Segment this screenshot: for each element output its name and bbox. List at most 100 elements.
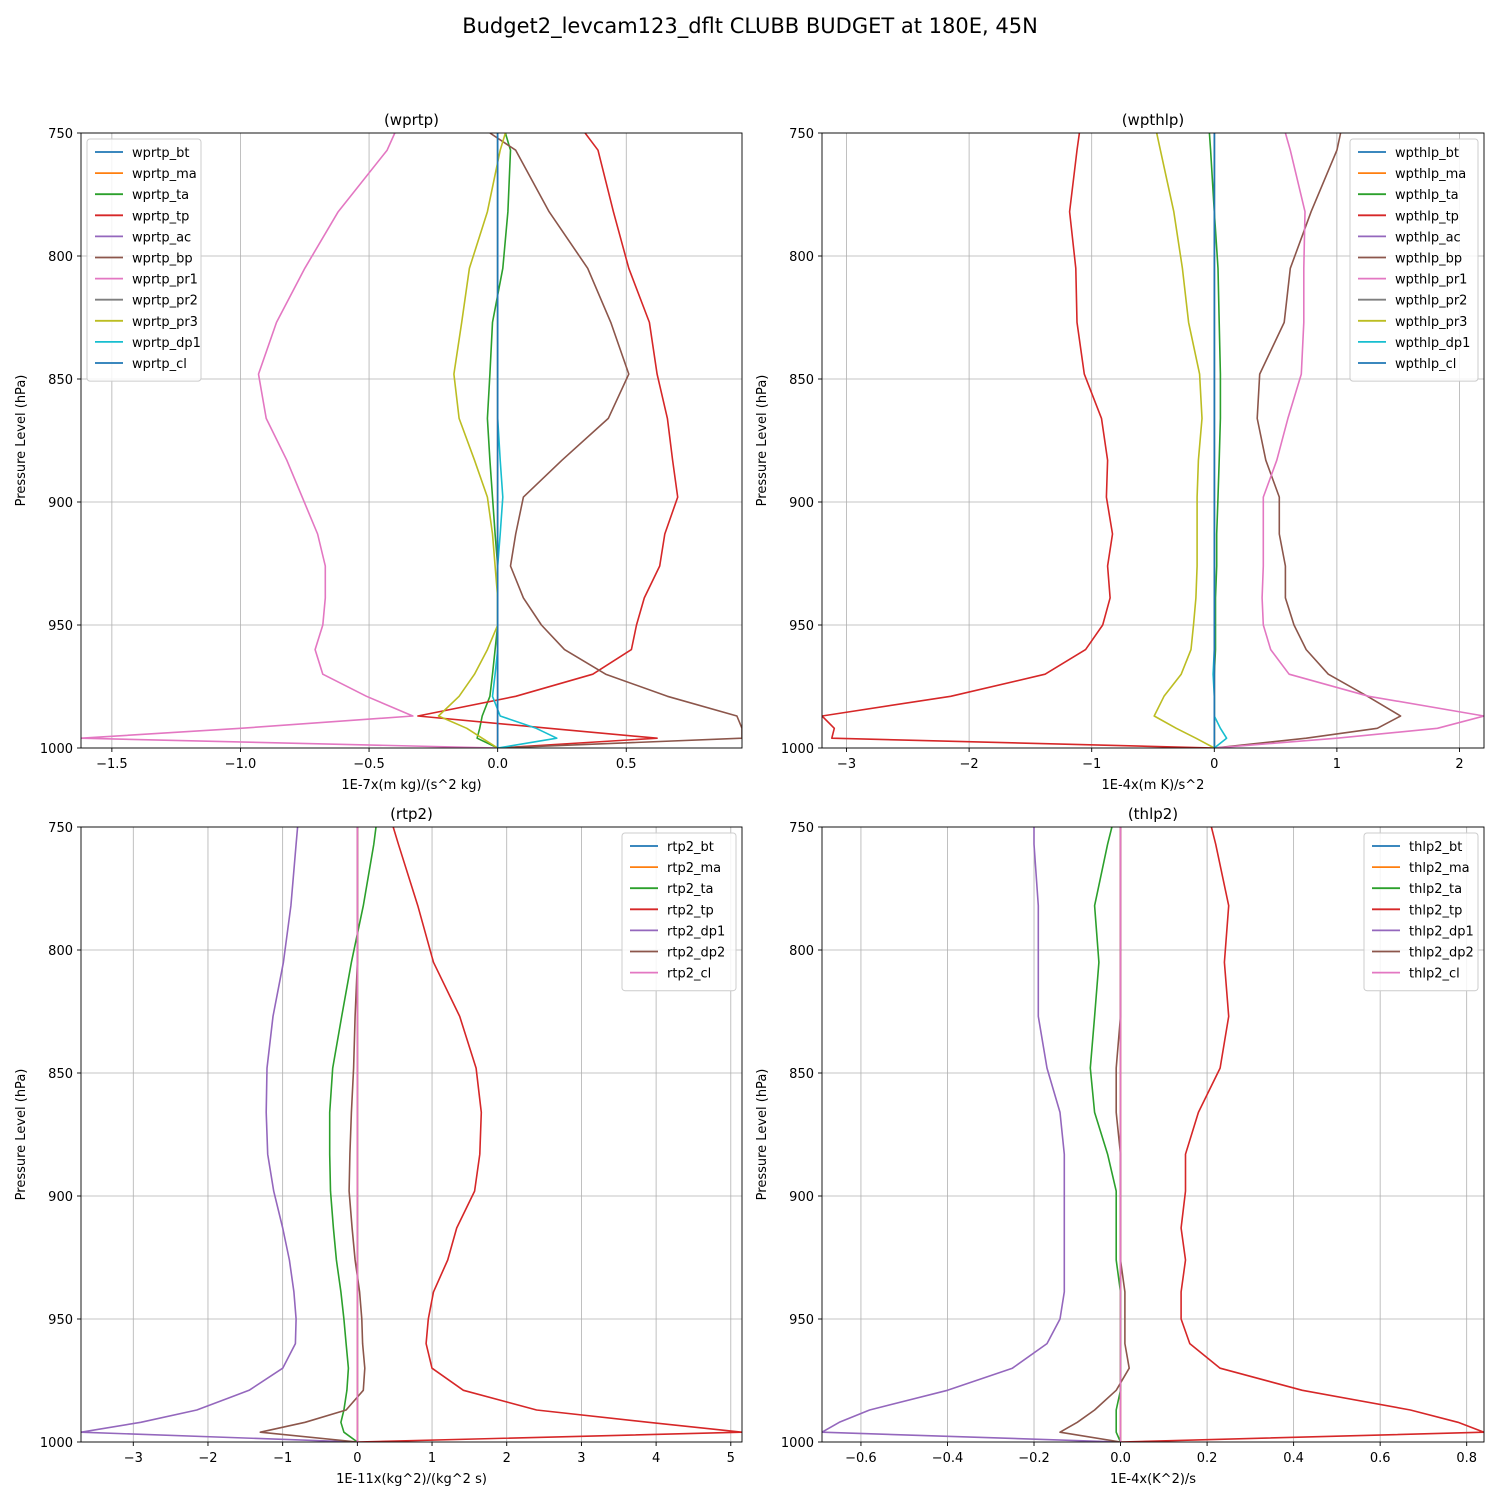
rtp2-ytick-label: 850	[48, 1067, 73, 1082]
thlp2-xaxis-label: 1E-4x(K^2)/s	[1110, 1472, 1196, 1487]
thlp2-ytick-label: 950	[789, 1313, 814, 1328]
wpthlp-yaxis-label: Pressure Level (hPa)	[755, 375, 770, 507]
wpthlp-xtick-label: −3	[837, 757, 856, 772]
wprtp-xaxis-label: 1E-7x(m kg)/(s^2 kg)	[341, 778, 481, 793]
series-line-rtp2_dp1	[81, 827, 358, 1442]
wpthlp-panel-title: (wpthlp)	[1122, 111, 1185, 129]
wprtp-xtick-label: −1.5	[96, 757, 128, 772]
series-line-rtp2_tp	[357, 827, 742, 1442]
legend-label-thlp2_dp2: thlp2_dp2	[1409, 946, 1474, 961]
legend-label-wprtp_cl: wprtp_cl	[132, 357, 187, 372]
wpthlp-ytick-label: 900	[789, 496, 814, 511]
wprtp-panel-title: (wprtp)	[384, 111, 439, 129]
panel-wpthlp: −3 −2 −1 0 1 2 750 800 850 900 950 1000 (wpthlp) 1E-4…	[755, 111, 1485, 793]
series-line-wprtp_tp	[417, 133, 679, 748]
series-line-rtp2_ta	[328, 827, 377, 1442]
thlp2-yaxis-label: Pressure Level (hPa)	[755, 1069, 770, 1201]
thlp2-ytick-label: 800	[789, 944, 814, 959]
legend-label-rtp2_bt: rtp2_bt	[667, 840, 714, 855]
rtp2-ytick-label: 750	[48, 821, 73, 836]
legend-label-wprtp_dp1: wprtp_dp1	[132, 336, 201, 351]
wprtp-xtick-label: 0.5	[616, 757, 637, 772]
legend-label-wprtp_bt: wprtp_bt	[132, 146, 189, 161]
thlp2-ytick-label: 750	[789, 821, 814, 836]
thlp2-axes-frame	[821, 826, 1485, 1443]
thlp2-xtick-label: 0.4	[1283, 1451, 1304, 1466]
legend-label-wpthlp_ac: wpthlp_ac	[1395, 230, 1461, 245]
wpthlp-ytick-label: 950	[789, 619, 814, 634]
wprtp-ytick-label: 1000	[40, 742, 73, 757]
thlp2-ytick-label: 850	[789, 1067, 814, 1082]
thlp2-xtick-label: −0.2	[1018, 1451, 1050, 1466]
legend-label-rtp2_tp: rtp2_tp	[667, 903, 714, 918]
wpthlp-legend: wpthlp_bt wpthlp_ma wpthlp_ta wpthlp_tpwpth…	[1349, 138, 1479, 382]
legend-label-thlp2_dp1: thlp2_dp1	[1409, 924, 1474, 939]
series-line-wpthlp_pr1	[1214, 133, 1484, 748]
thlp2-xtick-label: 0.6	[1370, 1451, 1391, 1466]
series-line-thlp2_dp2	[1059, 827, 1130, 1442]
rtp2-ytick-label: 950	[48, 1313, 73, 1328]
series-line-wprtp_dp1	[491, 133, 558, 748]
legend-label-rtp2_ma: rtp2_ma	[667, 861, 721, 876]
wprtp-xtick-label: 0.0	[487, 757, 508, 772]
wpthlp-ytick-label: 800	[789, 250, 814, 265]
rtp2-xtick-label: 0	[353, 1451, 361, 1466]
rtp2-ytick-label: 900	[48, 1190, 73, 1205]
wpthlp-xtick-label: 2	[1455, 757, 1463, 772]
rtp2-xtick-label: 4	[652, 1451, 660, 1466]
wprtp-legend: wprtp_bt wprtp_ma wprtp_ta wprtp_tp wprtp_ac…	[86, 138, 202, 382]
series-line-thlp2_dp1	[822, 827, 1121, 1442]
wprtp-ytick-label: 850	[48, 373, 73, 388]
legend-label-wprtp_pr2: wprtp_pr2	[132, 294, 198, 309]
rtp2-xtick-label: 3	[577, 1451, 585, 1466]
wpthlp-xtick-label: 1	[1333, 757, 1341, 772]
rtp2-xtick-label: −2	[198, 1451, 217, 1466]
wpthlp-xaxis-label: 1E-4x(m K)/s^2	[1102, 778, 1205, 793]
rtp2-xtick-label: 1	[428, 1451, 436, 1466]
rtp2-xtick-label: 2	[503, 1451, 511, 1466]
series-line-wprtp_pr1	[81, 133, 498, 748]
thlp2-xtick-label: −0.6	[845, 1451, 877, 1466]
series-line-wprtp_ta	[476, 133, 512, 748]
wpthlp-xtick-label: −1	[1082, 757, 1101, 772]
wprtp-yaxis-label: Pressure Level (hPa)	[14, 375, 29, 507]
panel-rtp2: −3 −2 −1 0 1 2 3 4 5 750 800 850 900 950 1000 (rtp2) 1E-…	[14, 805, 743, 1487]
wpthlp-axes-frame	[821, 132, 1485, 749]
legend-label-rtp2_dp1: rtp2_dp1	[667, 924, 725, 939]
figure-title: Budget2_levcam123_dflt CLUBB BUDGET at 1…	[462, 14, 1038, 38]
legend-label-wpthlp_bp: wpthlp_bp	[1395, 252, 1462, 267]
wprtp-xtick-label: −0.5	[353, 757, 385, 772]
legend-label-wprtp_ta: wprtp_ta	[132, 188, 189, 203]
panel-thlp2: −0.6 −0.4 −0.2 0.0 0.2 0.4 0.6 0.8 750 800 850 900 9…	[755, 805, 1485, 1487]
legend-label-wpthlp_dp1: wpthlp_dp1	[1395, 336, 1470, 351]
wprtp-ytick-label: 800	[48, 250, 73, 265]
thlp2-panel-title: (thlp2)	[1128, 805, 1178, 823]
thlp2-xtick-label: 0.8	[1456, 1451, 1477, 1466]
series-line-wpthlp_tp	[822, 133, 1215, 748]
rtp2-ytick-label: 800	[48, 944, 73, 959]
series-line-wpthlp_pr3	[1153, 133, 1215, 748]
wprtp-ytick-label: 950	[48, 619, 73, 634]
legend-label-wprtp_ac: wprtp_ac	[132, 230, 191, 245]
legend-label-wprtp_bp: wprtp_bp	[132, 252, 193, 267]
wprtp-ytick-label: 750	[48, 127, 73, 142]
rtp2-xtick-label: −3	[124, 1451, 143, 1466]
legend-label-wprtp_ma: wprtp_ma	[132, 167, 197, 182]
legend-label-wpthlp_cl: wpthlp_cl	[1395, 357, 1456, 372]
thlp2-ytick-label: 1000	[781, 1436, 814, 1451]
legend-label-rtp2_dp2: rtp2_dp2	[667, 946, 725, 961]
rtp2-ytick-label: 1000	[40, 1436, 73, 1451]
thlp2-ytick-label: 900	[789, 1190, 814, 1205]
legend-label-wpthlp_pr3: wpthlp_pr3	[1395, 315, 1467, 330]
rtp2-axes-frame	[80, 826, 743, 1443]
legend-label-wpthlp_tp: wpthlp_tp	[1395, 209, 1459, 224]
legend-label-rtp2_ta: rtp2_ta	[667, 882, 714, 897]
rtp2-legend: rtp2_bt rtp2_ma rtp2_ta rtp2_tp rtp2_dp1 rtp2…	[621, 832, 737, 992]
wprtp-xtick-label: −1.0	[225, 757, 257, 772]
series-line-rtp2_dp2	[259, 827, 366, 1442]
rtp2-xaxis-label: 1E-11x(kg^2)/(kg^2 s)	[336, 1472, 487, 1487]
panel-wprtp: −1.5 −1.0 −0.5 0.0 0.5 750 800 850 900 950 1000 (wp…	[14, 111, 743, 793]
legend-label-wpthlp_pr1: wpthlp_pr1	[1395, 273, 1467, 288]
wpthlp-xtick-label: 0	[1210, 757, 1218, 772]
